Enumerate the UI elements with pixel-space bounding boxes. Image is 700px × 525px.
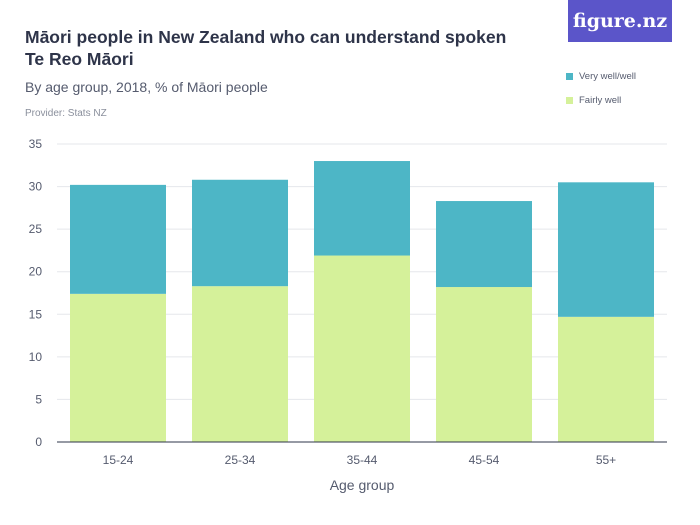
chart-legend: Very well/well Fairly well [566,70,636,118]
legend-item-fairly-well: Fairly well [566,94,636,106]
y-tick-label: 20 [29,265,43,279]
legend-swatch-very-well [566,72,573,80]
y-tick-label: 0 [35,435,42,449]
bar-fairly-well-35-44 [314,255,410,442]
bar-very-well-15-24 [70,184,166,294]
bar-fairly-well-15-24 [70,293,166,442]
y-tick-label: 10 [29,350,43,364]
y-tick-label: 15 [29,307,43,321]
bar-fairly-well-55+ [558,316,654,442]
figure-nz-logo[interactable]: figure.nz [568,0,672,42]
legend-swatch-fairly-well [566,96,573,104]
chart-title: Māori people in New Zealand who can unde… [25,27,507,69]
y-tick-label: 35 [29,137,43,151]
x-tick-label: 25-34 [225,453,256,467]
bar-fairly-well-45-54 [436,287,532,442]
bar-fairly-well-25-34 [192,286,288,442]
bar-very-well-55+ [558,182,654,317]
x-axis-title: Age group [330,477,395,493]
y-tick-label: 30 [29,180,43,194]
chart-subtitle: By age group, 2018, % of Māori people [25,79,268,95]
x-tick-label: 35-44 [347,453,378,467]
legend-item-very-well: Very well/well [566,70,636,82]
y-tick-label: 25 [29,222,43,236]
data-provider: Provider: Stats NZ [25,108,107,119]
bar-very-well-25-34 [192,179,288,287]
x-tick-label: 15-24 [103,453,134,467]
legend-label-very-well: Very well/well [579,70,637,82]
bar-very-well-45-54 [436,201,532,288]
x-tick-label: 45-54 [469,453,500,467]
bar-very-well-35-44 [314,161,410,256]
legend-label-fairly-well: Fairly well [579,94,622,106]
y-tick-label: 5 [35,392,42,406]
x-tick-label: 55+ [596,453,616,467]
